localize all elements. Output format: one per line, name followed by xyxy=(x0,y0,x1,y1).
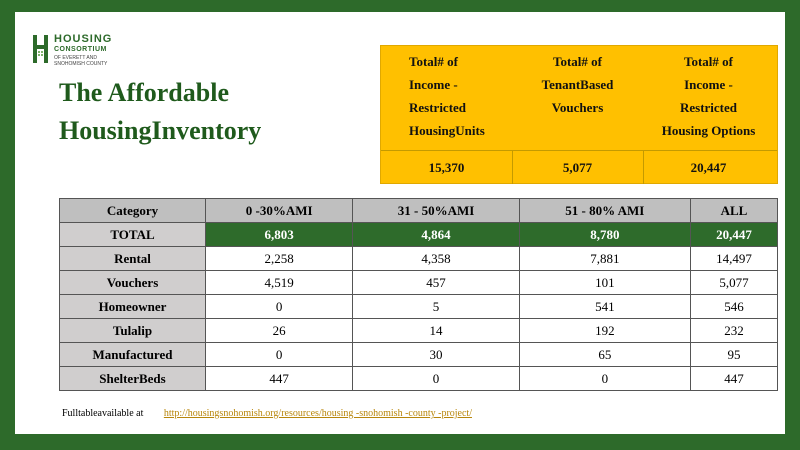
summary-header-vouchers: Total# of TenantBased Vouchers xyxy=(512,46,643,150)
summary-col-separator xyxy=(512,150,513,184)
column-header: 51 - 80% AMI xyxy=(518,198,691,223)
summary-box: Total# of Income - Restricted HousingUni… xyxy=(380,45,778,184)
summary-header-income-units: Total# of Income - Restricted HousingUni… xyxy=(381,46,512,150)
row-category: Tulalip xyxy=(59,318,206,343)
row-category: Manufactured xyxy=(59,342,206,367)
table-cell: 65 xyxy=(518,342,691,367)
table-cell: 447 xyxy=(689,366,779,391)
house-logo-icon xyxy=(33,35,48,63)
summary-h2-line3: Vouchers xyxy=(551,100,604,115)
table-cell: 5 xyxy=(352,294,520,319)
summary-divider xyxy=(381,150,777,151)
table-cell: 4,519 xyxy=(204,270,354,295)
title-word-the: The xyxy=(59,78,103,107)
summary-h2-line1: Total# of xyxy=(553,54,602,69)
summary-value-vouchers: 5,077 xyxy=(562,160,593,175)
slide-title: The Affordable HousingInventory xyxy=(59,74,262,150)
slide: HOUSING CONSORTIUM OF EVERETT AND SNOHOM… xyxy=(15,12,785,434)
table-cell: 0 xyxy=(204,294,354,319)
table-cell: 8,780 xyxy=(518,222,691,247)
table-cell: 232 xyxy=(689,318,779,343)
table-cell: 6,803 xyxy=(204,222,354,247)
footer-note: Fulltableavailable at http://housingsnoh… xyxy=(62,408,472,419)
table-header-row: Category 0 -30%AMI 31 - 50%AMI 51 - 80% … xyxy=(59,198,779,223)
summary-h3-line1: Total# of xyxy=(684,54,733,69)
summary-h2-line2: TenantBased xyxy=(541,77,614,92)
summary-header-housing-options: Total# of Income - Restricted Housing Op… xyxy=(643,46,774,150)
table-cell: 20,447 xyxy=(689,222,779,247)
column-header: Category xyxy=(59,198,206,223)
table-cell: 2,258 xyxy=(204,246,354,271)
table-cell: 95 xyxy=(689,342,779,367)
summary-h1-line3: Restricted xyxy=(409,100,467,115)
column-header: ALL xyxy=(689,198,779,223)
table-cell: 30 xyxy=(352,342,520,367)
row-category: Rental xyxy=(59,246,206,271)
row-category: Vouchers xyxy=(59,270,206,295)
table-cell: 541 xyxy=(518,294,691,319)
logo-consortium-text: CONSORTIUM xyxy=(54,46,107,53)
table-cell: 26 xyxy=(204,318,354,343)
table-cell: 5,077 xyxy=(689,270,779,295)
table-cell: 4,358 xyxy=(352,246,520,271)
row-category: Homeowner xyxy=(59,294,206,319)
summary-col-separator xyxy=(643,150,644,184)
summary-h3-line4: Housing Options xyxy=(661,123,756,138)
column-header: 0 -30%AMI xyxy=(204,198,354,223)
table-row: ShelterBeds 447 0 0 447 xyxy=(59,366,779,391)
summary-value-options: 20,447 xyxy=(690,160,727,175)
housing-consortium-logo: HOUSING CONSORTIUM OF EVERETT AND SNOHOM… xyxy=(32,33,132,75)
table-row: Homeowner 0 5 541 546 xyxy=(59,294,779,319)
table-cell: 0 xyxy=(518,366,691,391)
summary-h1-line1: Total# of xyxy=(409,54,458,69)
table-cell: 14,497 xyxy=(689,246,779,271)
inventory-table: Category 0 -30%AMI 31 - 50%AMI 51 - 80% … xyxy=(59,198,779,391)
logo-housing-text: HOUSING xyxy=(54,33,113,45)
table-row: Vouchers 4,519 457 101 5,077 xyxy=(59,270,779,295)
column-header: 31 - 50%AMI xyxy=(352,198,520,223)
table-row: Tulalip 26 14 192 232 xyxy=(59,318,779,343)
summary-value-units: 15,370 xyxy=(428,160,465,175)
project-link[interactable]: http://housingsnohomish.org/resources/ho… xyxy=(163,408,472,419)
table-cell: 447 xyxy=(204,366,354,391)
table-cell: 546 xyxy=(689,294,779,319)
table-row: Rental 2,258 4,358 7,881 14,497 xyxy=(59,246,779,271)
row-category: TOTAL xyxy=(59,222,206,247)
summary-h1-line2: Income - xyxy=(409,77,458,92)
table-cell: 0 xyxy=(204,342,354,367)
table-cell: 14 xyxy=(352,318,520,343)
title-line-2: HousingInventory xyxy=(59,116,262,145)
row-category: ShelterBeds xyxy=(59,366,206,391)
footer-text: Fulltableavailable at xyxy=(62,408,144,419)
table-cell: 192 xyxy=(518,318,691,343)
table-cell: 7,881 xyxy=(518,246,691,271)
table-cell: 0 xyxy=(352,366,520,391)
table-cell: 4,864 xyxy=(352,222,520,247)
title-word-affordable: Affordable xyxy=(107,78,229,107)
table-cell: 101 xyxy=(518,270,691,295)
table-cell: 457 xyxy=(352,270,520,295)
table-row-total: TOTAL 6,803 4,864 8,780 20,447 xyxy=(59,222,779,247)
summary-h3-line2: Income - xyxy=(684,77,733,92)
logo-region-text: OF EVERETT AND SNOHOMISH COUNTY xyxy=(54,55,108,67)
summary-h1-line4: HousingUnits xyxy=(409,123,485,138)
summary-h3-line3: Restricted xyxy=(679,100,738,115)
table-row: Manufactured 0 30 65 95 xyxy=(59,342,779,367)
